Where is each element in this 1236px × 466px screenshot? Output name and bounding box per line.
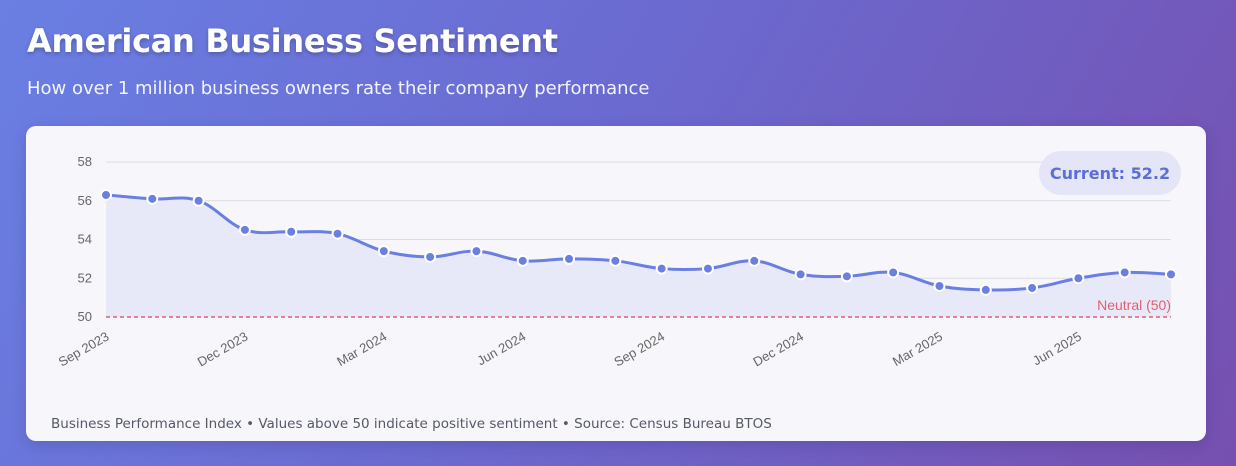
x-tick-label: Mar 2025 [890, 329, 945, 369]
data-point [655, 262, 668, 275]
data-point [1165, 268, 1177, 281]
x-tick-label: Mar 2024 [334, 329, 389, 369]
x-tick-label: Sep 2023 [56, 329, 112, 370]
neutral-reference-label: Neutral (50) [1097, 297, 1171, 313]
x-tick-label: Jun 2025 [1030, 329, 1084, 369]
data-point [609, 254, 622, 267]
y-tick-label: 54 [78, 232, 92, 247]
page-title: American Business Sentiment [27, 22, 558, 60]
current-value-badge: Current: 52.2 [1039, 151, 1181, 195]
y-tick-label: 58 [78, 154, 92, 169]
data-point [563, 252, 576, 265]
data-point [1118, 266, 1131, 279]
x-tick-label: Dec 2023 [195, 329, 251, 370]
data-point [100, 188, 112, 201]
x-tick-label: Jun 2024 [474, 329, 528, 369]
data-point [933, 280, 946, 292]
data-point [470, 245, 483, 258]
line-chart: 50 52 54 56 58 Neutral (50) Sep 2023 Dec 2023 Ma… [56, 154, 1177, 370]
data-point [192, 194, 205, 207]
data-point [285, 225, 298, 238]
data-point [748, 254, 761, 267]
data-point [887, 266, 900, 279]
data-point [516, 254, 529, 267]
data-point [794, 268, 807, 281]
data-point [1072, 272, 1085, 285]
data-point [377, 245, 390, 258]
y-tick-label: 52 [78, 270, 92, 285]
data-point [331, 227, 344, 240]
data-point [146, 192, 159, 205]
data-point [840, 270, 853, 283]
data-point [701, 262, 714, 275]
data-point [424, 250, 437, 263]
data-point [979, 283, 992, 296]
chart-footnote: Business Performance Index • Values abov… [51, 416, 772, 432]
y-tick-label: 50 [78, 309, 92, 324]
page-subtitle: How over 1 million business owners rate … [27, 78, 650, 99]
area-fill [106, 194, 1171, 317]
x-tick-label: Dec 2024 [750, 329, 806, 370]
data-point [1026, 281, 1039, 294]
x-tick-label: Sep 2024 [611, 329, 667, 370]
y-tick-label: 56 [78, 193, 92, 208]
data-point [238, 223, 251, 236]
chart-card: 50 52 54 56 58 Neutral (50) Sep 2023 Dec 2023 Ma… [26, 126, 1206, 441]
